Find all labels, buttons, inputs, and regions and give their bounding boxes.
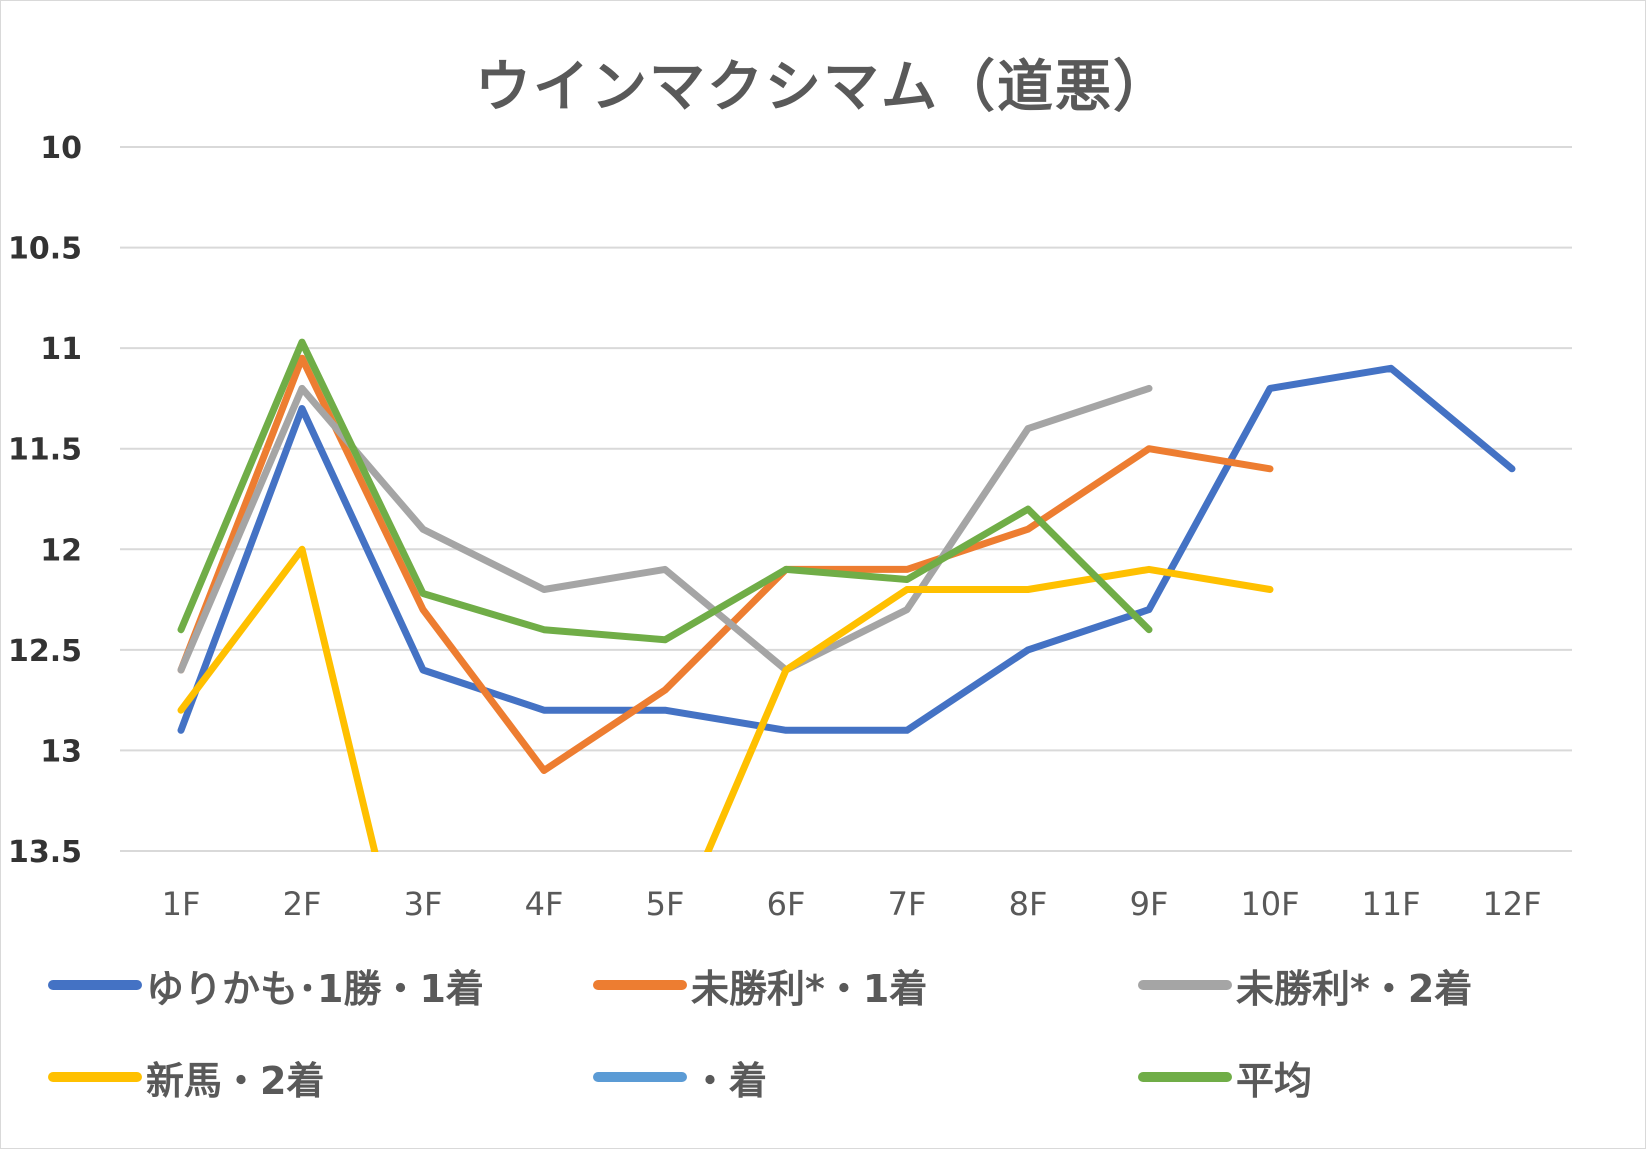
y-tick-label: 12	[40, 533, 82, 568]
legend-item: 新馬・2着	[48, 1052, 593, 1103]
x-tick-label: 4F	[525, 885, 564, 923]
legend-item: 未勝利*・1着	[593, 960, 1138, 1011]
y-tick-label: 10	[40, 131, 82, 166]
series-line	[177, 354, 1274, 774]
legend: ゆりかも･1勝・1着 未勝利*・1着 未勝利*・2着新馬・2着 ・着 平均	[48, 960, 1608, 1103]
x-tick-label: 12F	[1482, 885, 1541, 923]
legend-item: ゆりかも･1勝・1着	[48, 960, 593, 1011]
legend-swatch	[593, 1072, 687, 1082]
legend-label: 平均	[1236, 1058, 1313, 1103]
series-line	[177, 545, 1274, 852]
x-tick-label: 6F	[767, 885, 806, 923]
chart-title: ウインマクシマム（道悪）	[475, 55, 1171, 120]
x-tick-label: 1F	[162, 885, 201, 923]
gridlines	[120, 146, 1572, 852]
x-tick-label: 10F	[1240, 885, 1299, 923]
legend-label: 未勝利*・1着	[691, 966, 928, 1011]
legend-swatch	[48, 980, 142, 990]
legend-item: 未勝利*・2着	[1138, 960, 1608, 1011]
legend-item: 平均	[1138, 1052, 1608, 1103]
series-line	[177, 364, 1516, 734]
x-tick-label: 3F	[404, 885, 443, 923]
y-tick-label: 12.5	[8, 634, 82, 669]
x-tick-label: 8F	[1009, 885, 1048, 923]
series-line	[177, 338, 1153, 644]
x-tick-label: 2F	[283, 885, 322, 923]
legend-item: ・着	[593, 1052, 1138, 1103]
legend-label: ・着	[691, 1058, 768, 1103]
series-line	[177, 384, 1153, 674]
y-tick-label: 11	[40, 332, 82, 367]
x-tick-label: 11F	[1361, 885, 1420, 923]
legend-swatch	[1138, 980, 1232, 990]
x-axis-tick-labels: 1F 2F 3F 4F 5F 6F 7F 8F 9F 10F 11F 12F	[162, 885, 1542, 923]
line-chart-plot: 10 10.5 11 11.5 12 12.5 13 13.5 1F 2F 3F 4F 5F 6F 7F 8…	[8, 131, 1572, 923]
legend-swatch	[1138, 1072, 1232, 1082]
legend-swatch	[593, 980, 687, 990]
x-tick-label: 5F	[646, 885, 685, 923]
y-tick-label: 13.5	[8, 835, 82, 870]
y-tick-label: 13	[40, 734, 82, 769]
y-tick-label: 11.5	[8, 433, 82, 468]
y-axis-tick-labels: 10 10.5 11 11.5 12 12.5 13 13.5	[8, 131, 82, 870]
x-tick-label: 9F	[1130, 885, 1169, 923]
legend-swatch	[48, 1072, 142, 1082]
series-lines	[177, 338, 1516, 852]
y-tick-label: 10.5	[8, 232, 82, 267]
legend-label: ゆりかも･1勝・1着	[146, 966, 484, 1011]
x-tick-label: 7F	[888, 885, 927, 923]
legend-label: 未勝利*・2着	[1236, 966, 1473, 1011]
legend-label: 新馬・2着	[146, 1058, 325, 1103]
